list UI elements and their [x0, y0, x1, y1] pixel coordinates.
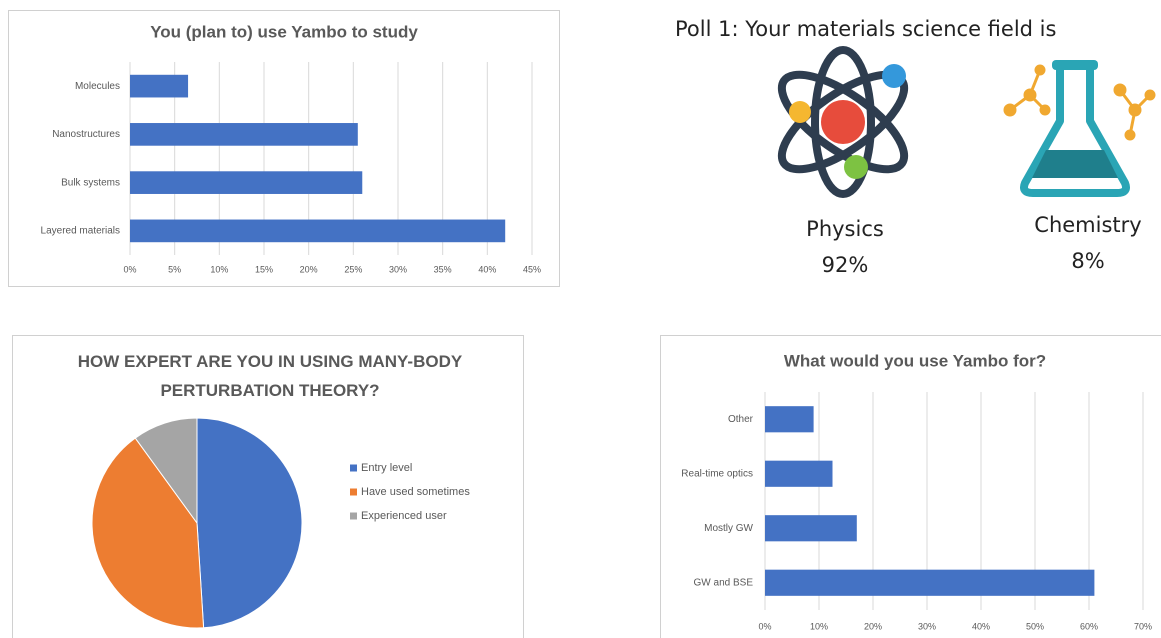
x-tick-label: 10% [210, 264, 228, 274]
x-tick-label: 5% [168, 264, 181, 274]
x-tick-label: 0% [123, 264, 136, 274]
x-tick-label: 60% [1080, 621, 1098, 631]
chart-title: What would you use Yambo for? [784, 351, 1046, 370]
atom-electron [844, 155, 868, 179]
bar [130, 219, 506, 243]
x-tick-label: 20% [300, 264, 318, 274]
x-tick-label: 30% [918, 621, 936, 631]
bar [765, 569, 1095, 596]
poll-option: Physics [806, 217, 884, 241]
x-tick-label: 30% [389, 264, 407, 274]
bar [130, 171, 363, 194]
y-tick-label: Real-time optics [681, 468, 753, 479]
y-tick-label: Other [728, 414, 754, 425]
legend-label: Experienced user [361, 510, 447, 522]
poll-share: 8% [1071, 249, 1104, 273]
atom-electron [882, 64, 906, 88]
poll-share: 92% [822, 253, 869, 277]
legend-label: Entry level [361, 462, 412, 474]
legend-swatch [350, 488, 357, 496]
bar [765, 515, 857, 542]
pie-slice [134, 417, 198, 525]
legend-swatch [350, 464, 357, 472]
bar [130, 123, 358, 146]
y-tick-label: GW and BSE [694, 577, 754, 588]
x-tick-label: 70% [1134, 621, 1152, 631]
bar [765, 406, 814, 433]
legend-swatch [350, 512, 357, 520]
atom-icon [777, 46, 909, 198]
x-tick-label: 25% [344, 264, 362, 274]
x-tick-label: 15% [255, 264, 273, 274]
x-tick-label: 40% [478, 264, 496, 274]
chart-title: You (plan to) use Yambo to study [150, 22, 418, 41]
x-tick-label: 35% [434, 264, 452, 274]
bar [130, 74, 189, 98]
x-tick-label: 20% [864, 621, 882, 631]
x-tick-label: 0% [758, 621, 771, 631]
poll-title: Poll 1: Your materials science field is [675, 17, 1056, 41]
atom-electron [789, 101, 811, 123]
x-tick-label: 10% [810, 621, 828, 631]
y-tick-label: Nanostructures [52, 129, 120, 140]
bar [765, 460, 833, 487]
atom-nucleus [821, 100, 865, 144]
x-tick-label: 45% [523, 264, 541, 274]
pie-slice [91, 437, 205, 629]
pie-slice [196, 417, 303, 629]
x-tick-label: 40% [972, 621, 990, 631]
y-tick-label: Layered materials [41, 226, 120, 237]
chart-title: HOW EXPERT ARE YOU IN USING MANY-BODY PE… [77, 352, 463, 400]
y-tick-label: Mostly GW [704, 523, 753, 534]
y-tick-label: Molecules [75, 81, 120, 92]
chart-frame [8, 10, 560, 287]
legend-label: Have used sometimes [361, 486, 470, 498]
y-tick-label: Bulk systems [61, 177, 120, 188]
poll-option: Chemistry [1034, 213, 1141, 237]
flask-icon [1003, 60, 1156, 197]
x-tick-label: 50% [1026, 621, 1044, 631]
